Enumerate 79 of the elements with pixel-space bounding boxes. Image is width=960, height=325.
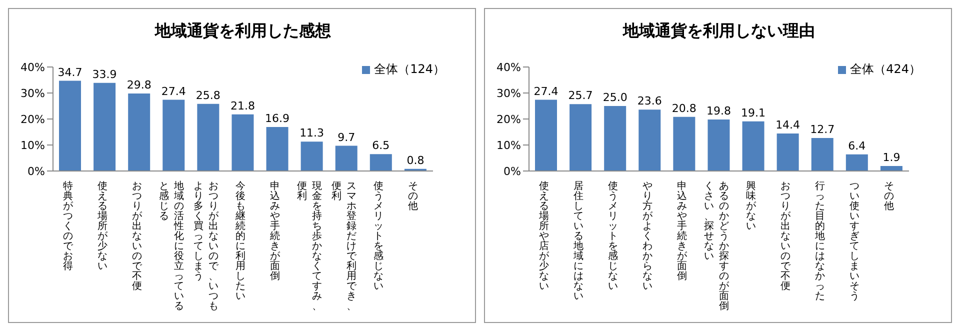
bar	[708, 120, 730, 171]
data-label: 9.7	[338, 130, 356, 144]
y-tick-label: 30%	[496, 86, 521, 100]
y-tick-label: 20%	[496, 112, 521, 126]
x-tick-label: 地域の活性化に役立っていると感じる	[158, 180, 184, 312]
bar	[742, 121, 764, 171]
x-tick-label: 行った目的地にはなかった	[814, 181, 826, 302]
bar	[370, 154, 392, 171]
x-tick-label: 使うメリットを感じない	[374, 181, 384, 292]
bar	[673, 116, 696, 171]
x-tick-label: おつりが出ないので不便	[132, 181, 143, 292]
bar	[300, 142, 323, 171]
x-tick-label: 使える場所や店が少ない	[538, 181, 550, 292]
data-label: 12.7	[810, 122, 835, 136]
legend-label: 全体（424）	[850, 61, 921, 78]
bar	[776, 134, 799, 171]
x-tick-label: 居住している地域にはない	[572, 181, 584, 302]
data-label: 34.7	[58, 66, 82, 79]
x-tick-label: 使うメリットを感じない	[608, 181, 618, 292]
data-label: 1.9	[882, 151, 900, 164]
y-tick-label: 10%	[20, 138, 45, 152]
data-label: 21.8	[230, 99, 255, 112]
bar	[535, 100, 557, 171]
bar	[335, 146, 358, 171]
x-tick-label: その他	[884, 181, 894, 212]
data-label: 25.7	[568, 89, 593, 102]
data-label: 16.9	[265, 112, 290, 126]
x-tick-label: つい使いすぎてしまいそう	[850, 181, 860, 302]
y-tick-label: 10%	[496, 138, 521, 152]
y-tick-label: 0%	[28, 164, 45, 178]
y-tick-label: 0%	[504, 164, 521, 178]
data-label: 19.8	[706, 104, 731, 118]
y-tick-label: 20%	[20, 112, 45, 126]
x-tick-label: おつりが出ないので不便	[780, 181, 792, 292]
bar	[128, 94, 150, 171]
x-tick-label: その他	[408, 181, 418, 212]
data-label: 25.8	[196, 88, 220, 102]
bar	[232, 114, 254, 171]
bar	[162, 100, 185, 171]
data-label: 23.6	[637, 94, 662, 108]
data-label: 27.4	[161, 84, 186, 98]
bar	[880, 166, 902, 171]
data-label: 27.4	[534, 84, 558, 98]
x-tick-label: あるのかどうか探すのが面倒くさい、探せない	[704, 181, 730, 312]
data-label: 6.4	[848, 139, 866, 152]
data-label: 25.0	[602, 91, 628, 104]
data-label: 6.5	[372, 139, 390, 152]
x-tick-label: 今後も継続的に利用したい	[234, 180, 246, 302]
chart-title: 地域通貨を利用した感想	[154, 21, 332, 42]
bar	[197, 104, 220, 171]
bar	[570, 104, 592, 171]
x-tick-label: 現金を持ち歩かなくてすみ、便利	[297, 181, 322, 312]
bar	[266, 127, 288, 171]
x-tick-label: 興味がない	[746, 180, 758, 232]
x-tick-label: 特典がつくのでお得	[62, 180, 74, 272]
bar	[638, 110, 661, 171]
bar	[604, 106, 626, 171]
data-label: 29.8	[126, 78, 152, 92]
x-tick-label: スマホ登録だけで利用でき、便利	[332, 181, 358, 312]
data-label: 14.4	[776, 118, 800, 132]
x-tick-label: おつりが出ないので、いつもより多く買ってしまう	[193, 181, 220, 312]
data-label: 19.1	[741, 106, 766, 120]
x-tick-label: 使える場所が少ない	[96, 181, 108, 272]
y-tick-label: 30%	[20, 86, 45, 100]
bar	[94, 82, 116, 171]
data-label: 33.9	[92, 68, 117, 81]
legend-label: 全体（124）	[374, 61, 445, 78]
chart-title: 地域通貨を利用しない理由	[622, 21, 816, 42]
x-tick-label: やり方がよくわからない	[642, 181, 654, 292]
data-label: 11.3	[300, 126, 324, 140]
bar	[59, 80, 81, 171]
x-tick-label: 申込みや手続きが面倒	[269, 180, 282, 282]
data-label: 20.8	[672, 102, 696, 115]
y-tick-label: 40%	[20, 60, 45, 74]
bar	[811, 138, 834, 171]
x-tick-label: 申込みや手続きが面倒	[676, 180, 688, 282]
data-label: 0.8	[406, 154, 424, 167]
y-tick-label: 40%	[496, 60, 521, 74]
bar	[846, 154, 868, 171]
